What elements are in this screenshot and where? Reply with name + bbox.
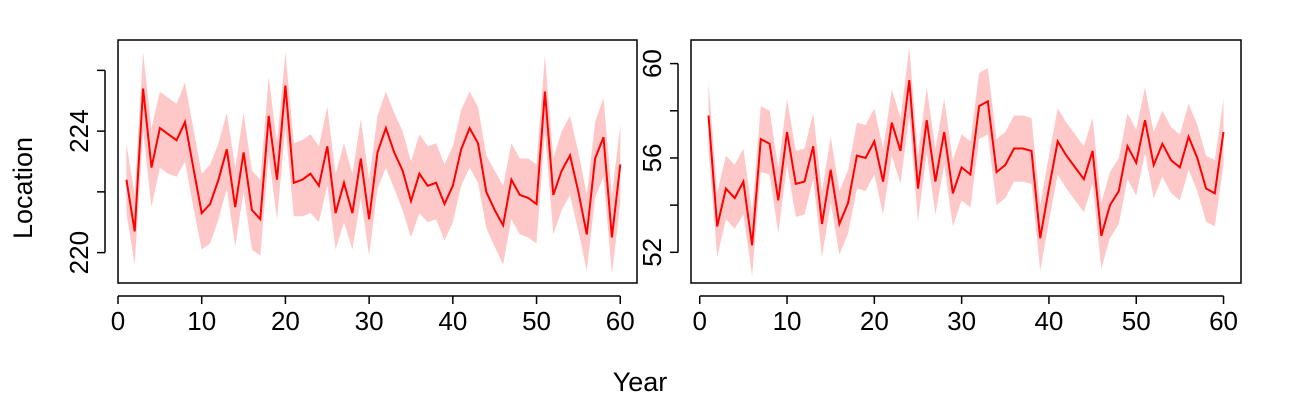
confidence-band [708,47,1224,276]
y-tick-label: 52 [637,238,667,267]
plot-frame [117,39,638,284]
x-tick-label: 20 [271,306,300,336]
x-tick-label: 60 [606,306,635,336]
x-tick-label: 10 [773,306,802,336]
series-line [125,85,622,238]
x-tick-label: 50 [1122,306,1151,336]
confidence-band [126,52,621,274]
x-tick-label: 10 [187,306,216,336]
plot-frame [690,39,1242,284]
series-line [707,79,1225,246]
x-tick-label: 20 [860,306,889,336]
x-tick-label: 0 [692,306,706,336]
x-tick-label: 60 [1209,306,1238,336]
left-panel: 0 10 20 30 40 50 60 220 224 [64,39,638,336]
y-tick-label: 56 [637,144,667,173]
y-tick-label: 224 [64,109,94,152]
y-tick-label: 220 [64,231,94,274]
x-axis-label: Year [613,367,668,397]
right-panel: 0 10 20 30 40 50 60 52 56 60 [637,39,1242,336]
x-tick-label: 30 [947,306,976,336]
x-tick-label: 0 [111,306,125,336]
y-axis-label: Location [8,137,38,239]
x-tick-label: 40 [1034,306,1063,336]
x-tick-label: 30 [355,306,384,336]
x-tick-label: 50 [522,306,551,336]
y-tick-label: 60 [637,49,667,78]
x-tick-label: 40 [438,306,467,336]
